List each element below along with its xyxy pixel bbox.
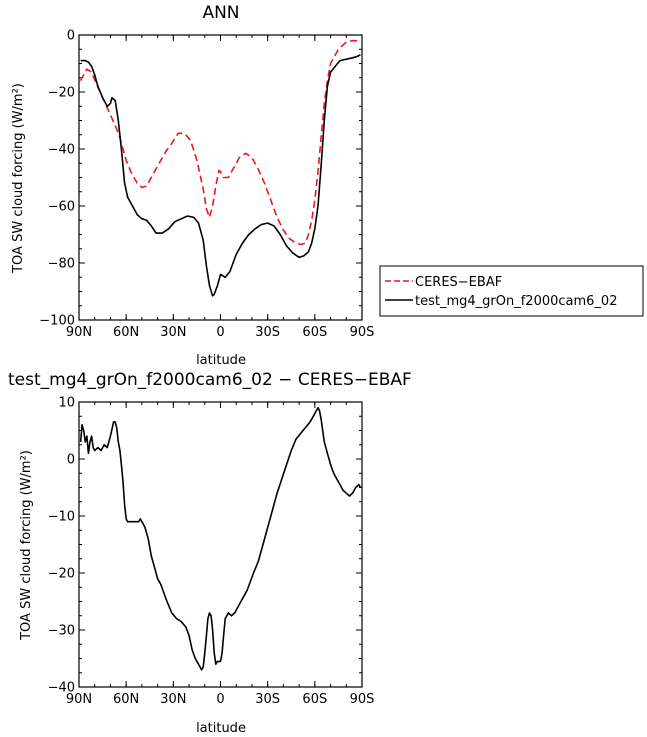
chart1-ytick-label: −40 (48, 143, 75, 158)
chart1-xtick-label: 30N (160, 325, 186, 340)
chart2-xtick-label: 90N (66, 692, 92, 707)
chart1-xtick-label: 60N (113, 325, 139, 340)
chart1-ytick-label: −60 (48, 200, 75, 215)
chart1-xlabel: latitude (196, 353, 246, 368)
legend-frame (379, 265, 644, 317)
chart1-series-line-0 (79, 39, 361, 246)
chart2-ytick-label: −40 (48, 681, 75, 696)
chart1-xtick-label: 0 (216, 325, 224, 340)
legend-model-label: test_mg4_grOn_f2000cam6_02 (415, 294, 617, 309)
chart2-xtick-label: 30S (255, 692, 280, 707)
chart2-series-line-0 (79, 406, 362, 671)
chart2-ylabel: TOA SW cloud forcing (W/m²) (19, 450, 34, 641)
chart1-legend: CERES−EBAF test_mg4_grOn_f2000cam6_02 (379, 265, 644, 317)
chart1-ytick-label: −80 (48, 257, 75, 272)
chart2-ytick-label: −30 (48, 624, 75, 639)
chart2-ytick-label: 10 (58, 396, 75, 411)
chart2-xtick-label: 30N (160, 692, 186, 707)
chart2-ytick-label: −10 (48, 510, 75, 525)
chart2-frame (78, 401, 363, 688)
chart1-xtick-label: 60S (302, 325, 327, 340)
chart2-plot: −40 −30 −20 −10 0 10 90N 60N 30N 0 30S 60S 90S (48, 396, 375, 708)
chart1-plot: −100 −80 −60 −40 −20 0 90N 60N 30N 0 30S 60S 90S (39, 29, 374, 341)
chart1-xtick-label: 90S (350, 325, 375, 340)
chart1-series-line-1 (80, 54, 361, 297)
chart2-title: test_mg4_grOn_f2000cam6_02 − CERES−EBAF (8, 370, 412, 390)
chart1-xtick-label: 90N (66, 325, 92, 340)
chart1-ytick-label: −20 (48, 86, 75, 101)
chart1-frame (78, 34, 363, 321)
chart2-xtick-label: 0 (216, 692, 224, 707)
chart2-ytick-label: −20 (48, 567, 75, 582)
chart1-ytick-label: −100 (39, 314, 75, 329)
chart2-xlabel: latitude (196, 721, 246, 736)
chart2-xtick-label: 60S (302, 692, 327, 707)
chart1-title: ANN (202, 3, 239, 23)
chart2-xtick-label: 60N (113, 692, 139, 707)
chart1-ylabel: TOA SW cloud forcing (W/m²) (11, 83, 26, 274)
chart2-ytick-label: 0 (67, 453, 75, 468)
legend-ceres-label: CERES−EBAF (415, 275, 502, 290)
chart2-xtick-label: 90S (350, 692, 375, 707)
chart1-ytick-label: 0 (67, 29, 75, 44)
chart1-xtick-label: 30S (255, 325, 280, 340)
